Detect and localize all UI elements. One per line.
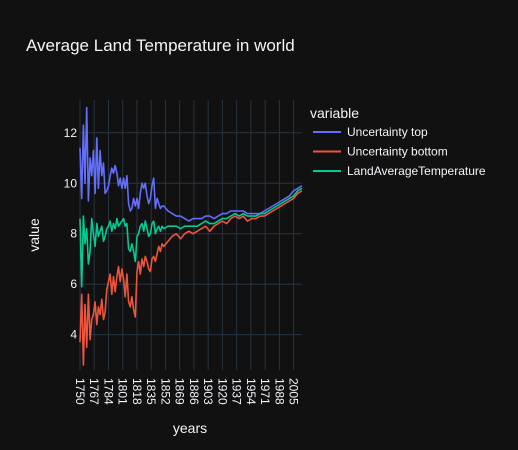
x-tick-label: 1954 [244, 378, 258, 405]
legend-label: LandAverageTemperature [347, 164, 486, 178]
x-tick-label: 1903 [201, 378, 215, 405]
grid [79, 100, 302, 370]
x-axis-title: years [173, 420, 207, 436]
y-tick-label: 6 [70, 277, 77, 291]
x-tick-label: 2005 [287, 378, 301, 405]
y-tick-label: 4 [70, 328, 77, 342]
legend-item[interactable]: Uncertainty bottom [313, 145, 448, 159]
series-line-uncertainty-bottom[interactable] [79, 190, 303, 366]
y-axis-title: value [26, 218, 42, 252]
x-tick-label: 1818 [130, 378, 144, 405]
x-tick-label: 1801 [116, 378, 130, 405]
series-layer [79, 106, 303, 366]
y-tick-label: 8 [70, 227, 77, 241]
legend-title: variable [310, 105, 359, 121]
x-tick-label: 1750 [73, 378, 87, 405]
x-tick-label: 1852 [158, 378, 172, 405]
series-line-uncertainty-top[interactable] [79, 106, 303, 222]
x-tick-label: 1784 [101, 378, 115, 405]
x-tick-label: 1920 [215, 378, 229, 405]
legend-item[interactable]: LandAverageTemperature [313, 164, 486, 178]
legend[interactable]: variable Uncertainty top Uncertainty bott… [310, 105, 486, 178]
x-tick-label: 1937 [230, 378, 244, 405]
y-tick-label: 10 [64, 176, 78, 190]
legend-label: Uncertainty bottom [347, 145, 448, 159]
chart-title: Average Land Temperature in world [26, 36, 295, 55]
ticks: 1750 1767 1784 1801 1818 1835 1852 1869 1886 1903… [64, 126, 301, 405]
x-tick-label: 1886 [187, 378, 201, 405]
x-tick-label: 1988 [272, 378, 286, 405]
legend-label: Uncertainty top [347, 125, 428, 139]
x-tick-label: 1835 [144, 378, 158, 405]
series-line-landaveragetemperature[interactable] [79, 187, 303, 288]
x-tick-label: 1971 [258, 378, 272, 405]
x-tick-label: 1767 [87, 378, 101, 405]
x-tick-label: 1869 [173, 378, 187, 405]
y-tick-label: 12 [64, 126, 78, 140]
legend-item[interactable]: Uncertainty top [313, 125, 428, 139]
